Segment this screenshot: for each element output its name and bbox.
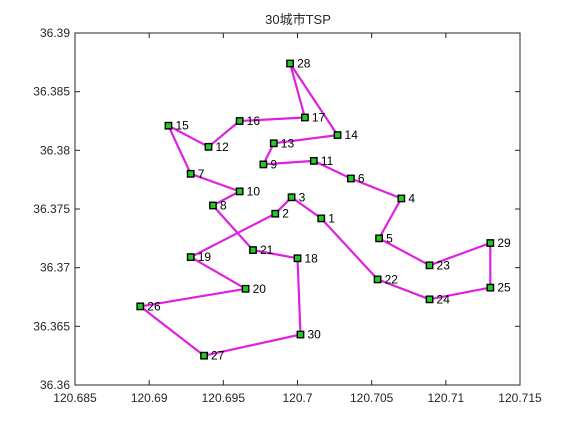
city-marker-21 bbox=[249, 246, 257, 254]
y-tick-label: 36.39 bbox=[40, 26, 70, 40]
city-marker-30 bbox=[296, 330, 305, 339]
city-marker-14 bbox=[333, 131, 342, 139]
city-label-30: 30 bbox=[307, 328, 321, 342]
city-marker-24 bbox=[425, 295, 434, 304]
x-tick-label: 120.695 bbox=[202, 391, 246, 405]
city-label-6: 6 bbox=[358, 171, 365, 185]
x-tick-label: 120.71 bbox=[427, 391, 464, 405]
city-label-10: 10 bbox=[247, 184, 261, 198]
x-tick-label: 120.705 bbox=[350, 391, 394, 405]
city-marker-12 bbox=[204, 142, 213, 151]
y-tick-label: 36.36 bbox=[40, 378, 70, 392]
y-tick-label: 36.38 bbox=[40, 143, 70, 157]
city-marker-19 bbox=[186, 253, 195, 262]
city-markers bbox=[136, 59, 495, 360]
city-label-21: 21 bbox=[260, 243, 274, 257]
city-label-9: 9 bbox=[270, 157, 277, 171]
city-marker-18 bbox=[293, 254, 302, 263]
city-marker-25 bbox=[486, 283, 495, 292]
city-label-8: 8 bbox=[220, 198, 227, 212]
city-marker-29 bbox=[486, 239, 495, 247]
city-label-25: 25 bbox=[497, 281, 511, 295]
y-tick-label: 36.385 bbox=[33, 85, 70, 99]
city-label-27: 27 bbox=[211, 349, 225, 363]
city-label-28: 28 bbox=[297, 57, 311, 71]
city-label-13: 13 bbox=[281, 136, 295, 150]
city-marker-17 bbox=[301, 113, 309, 122]
city-marker-16 bbox=[235, 117, 244, 125]
x-tick-label: 120.69 bbox=[131, 391, 168, 405]
city-label-20: 20 bbox=[253, 282, 267, 296]
city-label-15: 15 bbox=[175, 119, 189, 133]
city-label-17: 17 bbox=[312, 110, 326, 124]
city-label-19: 19 bbox=[198, 250, 212, 264]
city-label-5: 5 bbox=[386, 231, 393, 245]
city-marker-3 bbox=[287, 193, 296, 202]
city-marker-26 bbox=[136, 302, 145, 311]
axis-ticks: 120.685 120.69 120.695 120.7 120.705 120.71 12… bbox=[33, 26, 542, 405]
city-marker-1 bbox=[317, 214, 326, 223]
city-marker-4 bbox=[397, 194, 406, 203]
city-marker-27 bbox=[200, 351, 208, 360]
city-marker-5 bbox=[375, 234, 383, 243]
chart-title: 30城市TSP bbox=[265, 12, 331, 27]
x-tick-label: 120.715 bbox=[498, 391, 542, 405]
city-marker-10 bbox=[235, 187, 244, 196]
x-tick-label: 120.685 bbox=[53, 391, 97, 405]
city-label-1: 1 bbox=[328, 211, 335, 225]
city-label-11: 11 bbox=[321, 154, 334, 168]
city-label-12: 12 bbox=[216, 140, 230, 154]
city-marker-20 bbox=[241, 284, 250, 293]
city-marker-7 bbox=[186, 169, 195, 178]
city-label-7: 7 bbox=[198, 167, 205, 181]
city-label-26: 26 bbox=[147, 299, 161, 313]
city-marker-13 bbox=[269, 139, 278, 148]
city-label-2: 2 bbox=[282, 207, 289, 221]
city-label-18: 18 bbox=[305, 251, 319, 265]
city-marker-11 bbox=[309, 156, 318, 165]
city-label-16: 16 bbox=[247, 114, 261, 128]
y-tick-label: 36.375 bbox=[33, 202, 70, 216]
city-marker-22 bbox=[373, 275, 382, 284]
city-label-24: 24 bbox=[437, 292, 451, 306]
city-marker-9 bbox=[259, 160, 268, 169]
y-tick-label: 36.365 bbox=[33, 319, 70, 333]
city-label-3: 3 bbox=[299, 190, 306, 204]
city-label-14: 14 bbox=[345, 128, 359, 142]
city-marker-6 bbox=[347, 174, 355, 183]
city-marker-23 bbox=[425, 261, 434, 270]
city-marker-28 bbox=[286, 59, 294, 68]
city-marker-15 bbox=[164, 121, 173, 130]
city-label-22: 22 bbox=[385, 272, 399, 286]
city-label-4: 4 bbox=[408, 191, 415, 205]
city-marker-2 bbox=[271, 209, 280, 218]
y-tick-label: 36.37 bbox=[40, 261, 70, 275]
city-label-23: 23 bbox=[437, 258, 451, 272]
city-marker-8 bbox=[209, 201, 217, 210]
x-tick-label: 120.7 bbox=[282, 391, 312, 405]
city-label-29: 29 bbox=[497, 236, 511, 250]
